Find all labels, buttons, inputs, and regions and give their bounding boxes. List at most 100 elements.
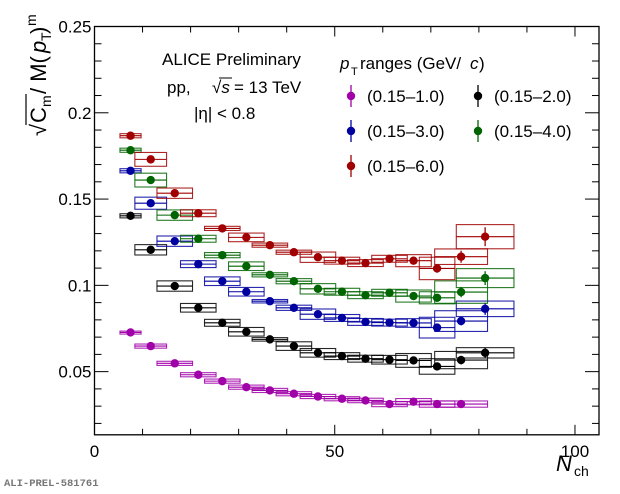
data-point — [146, 199, 155, 208]
data-point — [480, 348, 490, 358]
data-point — [289, 341, 299, 351]
data-point — [265, 335, 275, 344]
data-point — [432, 264, 442, 273]
data-point — [480, 232, 490, 241]
y-axis-title-close: ) — [26, 27, 51, 34]
series-1 — [119, 211, 515, 375]
data-point — [265, 386, 275, 395]
data-point — [218, 318, 227, 328]
data-point — [313, 253, 323, 262]
data-point — [337, 394, 347, 403]
data-point — [385, 318, 394, 327]
experiment-label: ALICE Preliminary — [162, 50, 301, 69]
data-point — [170, 359, 179, 368]
data-point — [456, 287, 466, 297]
legend-title-c: c — [470, 54, 479, 73]
data-point — [126, 211, 135, 221]
data-point — [146, 245, 155, 255]
legend-label: (0.15–3.0) — [367, 122, 445, 141]
y-axis-title-mid: / M( — [26, 55, 51, 94]
data-point — [242, 261, 251, 271]
data-point — [456, 399, 466, 409]
data-point — [126, 131, 135, 140]
energy-label: = 13 TeV — [234, 78, 302, 97]
data-point — [242, 327, 251, 336]
y-axis-title-p-sub: T — [38, 32, 54, 41]
x-axis-title-main: N — [556, 451, 572, 476]
y-axis-title-c: C — [26, 107, 51, 123]
data-point — [361, 317, 370, 327]
legend-title-rest: ranges (GeV/ — [360, 54, 461, 73]
legend-label: (0.15–1.0) — [367, 87, 445, 106]
data-point — [170, 236, 179, 246]
y-tick-label: 0.25 — [58, 18, 91, 37]
x-tick-label: 50 — [325, 442, 344, 461]
y-axis-title-c-sub: m — [38, 95, 54, 107]
system-label: pp, — [167, 78, 191, 97]
data-point — [337, 351, 347, 361]
x-axis-title: N ch — [556, 451, 589, 479]
x-tick-label: 0 — [90, 442, 99, 461]
legend-title-sub: T — [351, 66, 358, 78]
legend-marker — [346, 161, 356, 171]
data-point — [146, 175, 155, 185]
data-point — [313, 348, 323, 358]
data-point — [313, 309, 323, 319]
data-point — [242, 233, 251, 242]
data-point — [126, 166, 135, 175]
data-point — [218, 224, 227, 233]
data-point — [242, 287, 251, 296]
data-point — [385, 254, 394, 263]
data-point — [289, 248, 299, 257]
data-point — [289, 303, 299, 312]
data-point — [242, 382, 251, 392]
data-point — [126, 328, 135, 337]
x-tick-label: 100 — [561, 442, 589, 461]
y-tick-label: 0.1 — [68, 276, 92, 295]
data-point — [385, 355, 394, 364]
data-point — [170, 210, 179, 220]
legend-title-end: ) — [479, 54, 485, 73]
data-point — [385, 399, 394, 409]
data-point — [194, 370, 203, 379]
legend-entry: (0.15–3.0) — [346, 120, 445, 142]
data-point — [194, 259, 203, 269]
legend: p T ranges (GeV/ c ) (0.15–1.0) (0.15–2.0… — [339, 54, 572, 177]
data-point — [409, 397, 418, 406]
eta-cut-label: |η| < 0.8 — [194, 104, 255, 123]
legend-entry: (0.15–2.0) — [473, 85, 572, 107]
legend-label: (0.15–4.0) — [494, 122, 572, 141]
data-point — [409, 256, 418, 265]
legend-marker — [473, 91, 483, 101]
data-point — [313, 392, 323, 401]
data-point — [194, 303, 203, 312]
y-axis-title: √ C m / M( p T ) m — [23, 14, 54, 136]
y-axis-title-sqrt: √ — [26, 123, 51, 136]
data-point — [456, 252, 466, 261]
data-point — [337, 313, 347, 323]
data-point — [409, 356, 418, 365]
data-point — [194, 234, 203, 243]
y-axis-title-p: p — [26, 41, 51, 54]
legend-entry: (0.15–1.0) — [346, 85, 445, 107]
y-tick-label: 0.05 — [58, 363, 91, 382]
legend-entry: (0.15–4.0) — [473, 120, 572, 142]
data-point — [313, 284, 323, 294]
legend-marker — [346, 91, 356, 101]
legend-marker — [346, 126, 356, 136]
data-point — [480, 304, 490, 314]
legend-marker — [473, 126, 483, 136]
series-0 — [119, 328, 489, 409]
legend-label: (0.15–2.0) — [494, 87, 572, 106]
y-tick-label: 0.2 — [68, 104, 92, 123]
data-point — [480, 273, 490, 283]
data-point — [194, 209, 203, 218]
data-point — [126, 146, 135, 155]
data-point — [265, 270, 275, 280]
data-point — [361, 354, 370, 363]
series-4 — [119, 131, 515, 281]
legend-entry: (0.15–6.0) — [346, 155, 445, 177]
legend-label: (0.15–6.0) — [367, 157, 445, 176]
data-point — [456, 316, 466, 326]
